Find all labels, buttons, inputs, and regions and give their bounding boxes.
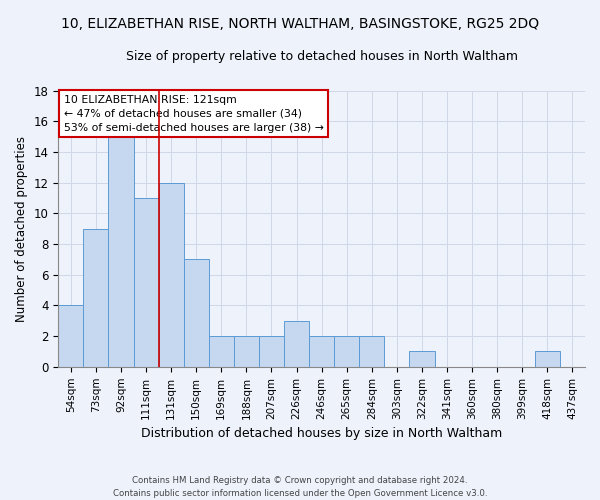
Text: 10, ELIZABETHAN RISE, NORTH WALTHAM, BASINGSTOKE, RG25 2DQ: 10, ELIZABETHAN RISE, NORTH WALTHAM, BAS… xyxy=(61,18,539,32)
Bar xyxy=(234,336,259,367)
Text: Contains HM Land Registry data © Crown copyright and database right 2024.
Contai: Contains HM Land Registry data © Crown c… xyxy=(113,476,487,498)
X-axis label: Distribution of detached houses by size in North Waltham: Distribution of detached houses by size … xyxy=(141,427,502,440)
Y-axis label: Number of detached properties: Number of detached properties xyxy=(15,136,28,322)
Bar xyxy=(284,321,309,367)
Bar xyxy=(83,228,109,367)
Bar xyxy=(209,336,234,367)
Bar xyxy=(109,136,134,367)
Title: Size of property relative to detached houses in North Waltham: Size of property relative to detached ho… xyxy=(125,50,518,63)
Bar xyxy=(184,260,209,367)
Bar xyxy=(58,306,83,367)
Bar xyxy=(259,336,284,367)
Bar xyxy=(158,182,184,367)
Bar xyxy=(535,352,560,367)
Bar xyxy=(309,336,334,367)
Bar xyxy=(334,336,359,367)
Bar xyxy=(134,198,158,367)
Text: 10 ELIZABETHAN RISE: 121sqm
← 47% of detached houses are smaller (34)
53% of sem: 10 ELIZABETHAN RISE: 121sqm ← 47% of det… xyxy=(64,94,323,132)
Bar xyxy=(359,336,385,367)
Bar xyxy=(409,352,434,367)
